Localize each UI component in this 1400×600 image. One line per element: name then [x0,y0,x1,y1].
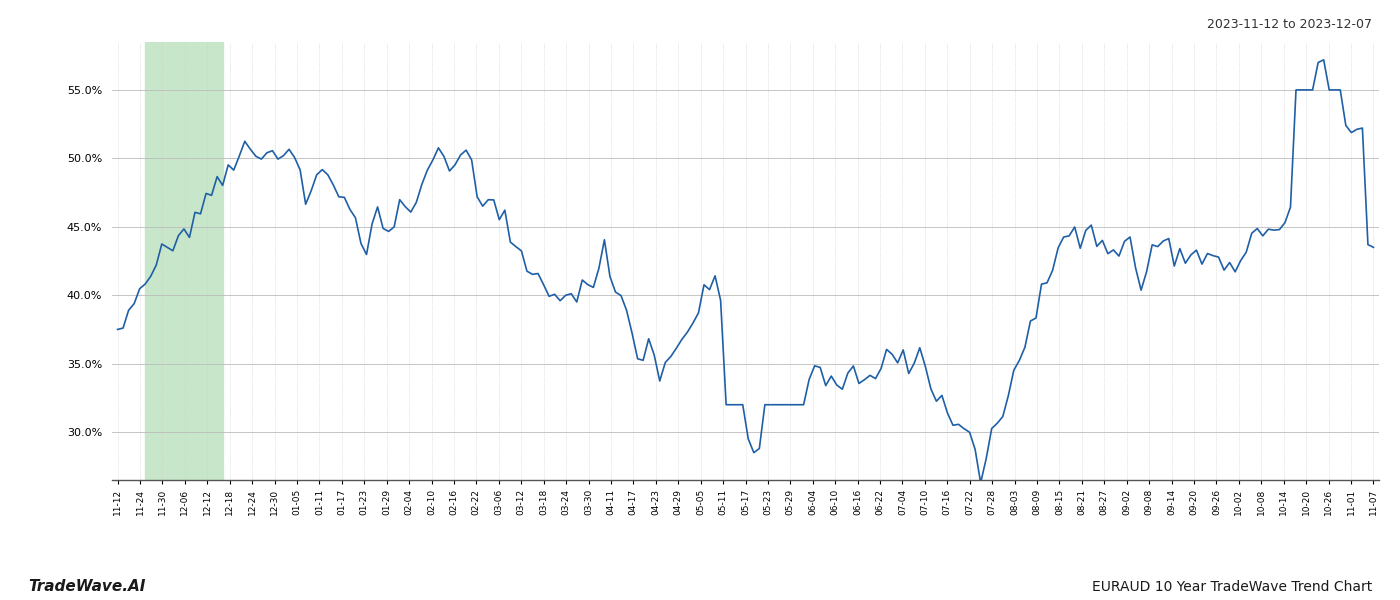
Text: 2023-11-12 to 2023-12-07: 2023-11-12 to 2023-12-07 [1207,18,1372,31]
Text: EURAUD 10 Year TradeWave Trend Chart: EURAUD 10 Year TradeWave Trend Chart [1092,580,1372,594]
Text: TradeWave.AI: TradeWave.AI [28,579,146,594]
Bar [146,42,223,480]
